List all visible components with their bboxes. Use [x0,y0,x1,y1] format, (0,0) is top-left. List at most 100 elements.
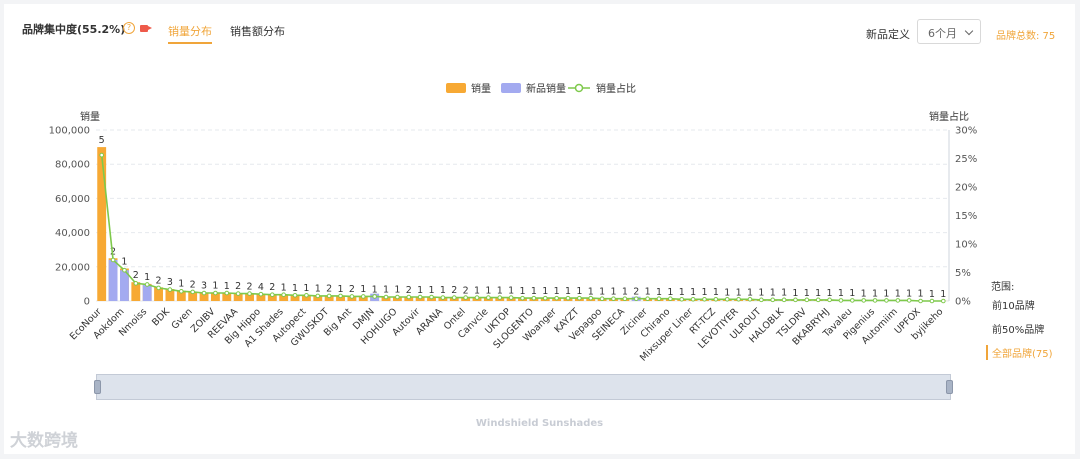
share-point [360,294,366,299]
bar-sales [313,295,323,301]
share-point [349,294,355,299]
sales-distribution-chart: 0 20,000 40,000 60,000 80,000 100,000 0% 5% 10% 1… [49,82,978,364]
share-point [281,292,286,298]
bar-data-label: 2 [247,281,253,292]
bar-data-label: 1 [872,288,878,299]
bar-data-label: 1 [531,286,537,297]
share-point [315,293,321,299]
share-point [827,297,832,303]
share-point [793,297,798,303]
bar-data-label: 1 [804,288,810,299]
share-point [906,298,912,303]
bar-data-label: 1 [827,288,833,299]
bar-sales [301,295,311,301]
brand-total: 品牌总数: 75 [996,31,1056,42]
share-point [440,295,446,300]
share-point [156,285,161,291]
share-point [179,289,184,294]
share-point [110,257,116,263]
bar-new-sales [119,270,129,301]
y-axis-left-title: 销量 [80,110,100,123]
help-icon[interactable]: ? [123,22,135,34]
zoom-slider[interactable] [94,374,953,400]
slider-left-handle[interactable] [94,380,101,394]
y-tick-left: 40,000 [55,228,90,239]
bar-sales [165,289,175,301]
bar-data-label: 1 [440,285,446,296]
bar-data-label: 1 [713,287,719,298]
range-option-top10[interactable]: 前10品牌 [992,301,1035,312]
new-product-definition-label: 新品定义 [866,28,910,41]
bar-data-label: 2 [451,285,457,296]
bar-data-label: 1 [701,287,707,298]
bar-data-label: 1 [292,283,298,294]
bar-data-label: 1 [622,287,628,298]
share-point [304,293,309,298]
bar-data-label: 2 [269,282,275,293]
share-point [451,295,457,300]
range-title: 范围: [991,282,1015,293]
share-point [224,290,230,296]
tab-sales-distribution[interactable]: 销量分布 [168,23,212,44]
y-tick-right: 15% [955,211,977,222]
y-tick-left: 0 [84,297,90,308]
y-axis-right-title: 销量占比 [929,110,969,123]
y-tick-right: 20% [955,183,977,194]
bar-data-label: 1 [929,289,935,300]
share-point [861,298,867,303]
bar-data-label: 1 [747,287,753,298]
bar-new-sales [108,259,118,301]
range-option-all[interactable]: 全部品牌(75) [986,345,1053,360]
bar-sales [290,294,300,301]
y-tick-left: 60,000 [55,194,90,205]
bar-data-label: 1 [485,285,491,296]
bar-data-label: 1 [918,289,924,300]
bar-data-label: 2 [156,275,162,286]
share-point [713,296,719,302]
tab-revenue-distribution[interactable]: 销售额分布 [230,25,285,38]
share-point [167,287,173,292]
bar-data-label: 1 [519,286,525,297]
bar-sales [131,282,141,301]
share-point [99,152,104,158]
share-point [941,298,946,304]
bar-data-label: 1 [417,285,423,296]
bar-data-label: 1 [338,284,344,295]
share-point [383,294,389,300]
share-point [918,298,923,304]
bar-sales [154,287,163,301]
share-point [190,289,195,295]
share-point [690,296,696,302]
period-select[interactable]: 6个月 [917,19,981,44]
share-point [770,297,776,303]
share-point [258,291,264,297]
share-point [884,298,889,303]
bar-sales [256,293,266,301]
y-tick-right: 30% [955,126,977,137]
bar-data-label: 1 [838,288,844,299]
share-point [269,292,275,298]
legend-label-sales: 销量 [471,82,491,95]
range-option-top50[interactable]: 前50%品牌 [992,325,1045,336]
share-point [292,293,298,298]
bar-data-label: 1 [144,272,150,283]
bar-data-label: 1 [588,286,594,297]
share-point [872,298,878,303]
video-icon[interactable] [140,25,152,32]
bar-data-label: 1 [224,281,230,292]
share-point [759,297,764,303]
bar-sales [188,291,198,301]
share-point [520,295,525,301]
legend-label-share: 销量占比 [596,82,636,95]
bar-data-label: 1 [497,286,503,297]
slider-right-handle[interactable] [946,380,953,394]
share-point [122,267,127,273]
share-point [395,294,400,300]
bar-data-label: 1 [281,283,287,294]
share-point [895,298,901,303]
bar-data-label: 1 [212,280,218,291]
share-point [815,297,821,303]
bar-data-label: 1 [792,288,798,299]
y-tick-right: 5% [955,268,971,279]
share-point [565,295,571,301]
